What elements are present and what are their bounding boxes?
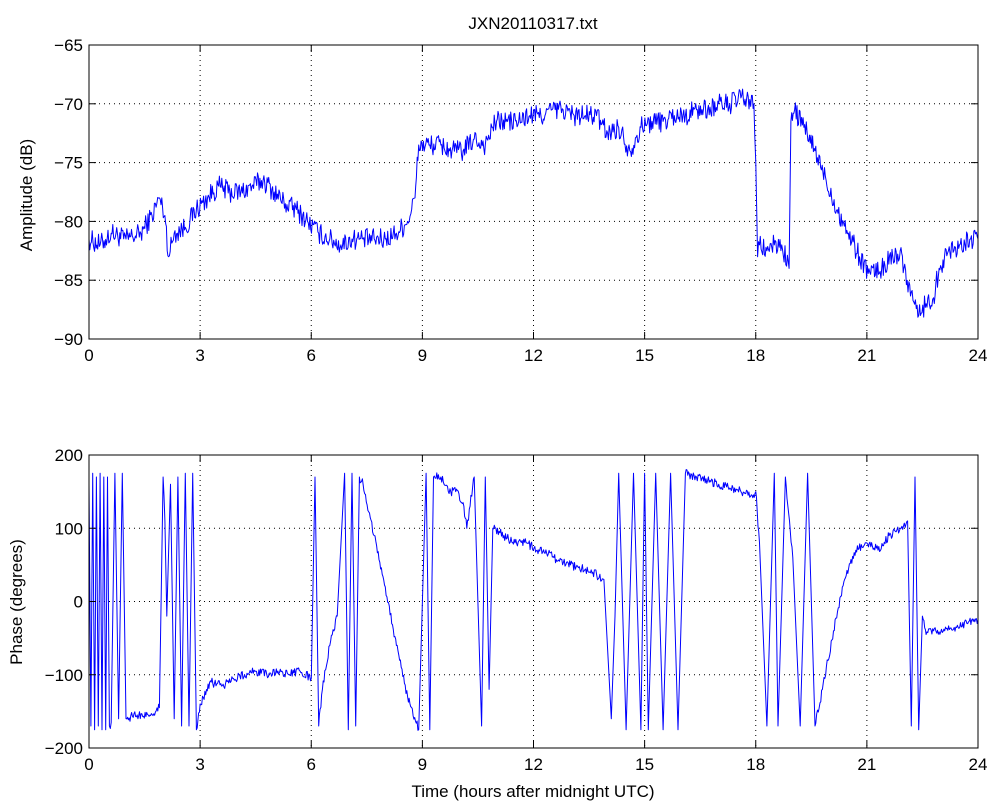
amplitude-series-line: [88, 88, 979, 318]
amplitude-y-tick-labels: −90 −85 −80 −75 −70 −65: [54, 36, 83, 349]
phase-x-tick-label: 9: [418, 755, 427, 774]
amplitude-y-tick-label: −65: [54, 36, 83, 55]
phase-x-tick-labels: 0 3 6 9 12 15 18 21 24: [84, 755, 987, 774]
amplitude-x-tick-label: 24: [969, 346, 988, 365]
phase-x-tick-label: 3: [195, 755, 204, 774]
phase-y-tick-label: −100: [45, 666, 83, 685]
amplitude-ticks: [88, 44, 979, 340]
phase-x-tick-label: 24: [969, 755, 988, 774]
phase-y-tick-label: −200: [45, 739, 83, 758]
amplitude-x-tick-label: 12: [524, 346, 543, 365]
phase-x-tick-label: 18: [746, 755, 765, 774]
phase-x-tick-label: 0: [84, 755, 93, 774]
amplitude-x-tick-label: 3: [195, 346, 204, 365]
amplitude-y-axis-label: Amplitude (dB): [17, 139, 36, 251]
phase-grid: [89, 455, 978, 748]
amplitude-y-tick-label: −75: [54, 154, 83, 173]
amplitude-y-tick-label: −70: [54, 95, 83, 114]
phase-y-tick-label: 200: [55, 446, 83, 465]
amplitude-x-tick-label: 21: [857, 346, 876, 365]
amplitude-trace-group: [88, 88, 979, 318]
amplitude-x-tick-label: 0: [84, 346, 93, 365]
phase-x-tick-label: 15: [635, 755, 654, 774]
phase-y-tick-label: 0: [74, 593, 83, 612]
amplitude-x-tick-labels: 0 3 6 9 12 15 18 21 24: [84, 346, 987, 365]
phase-trace-group: [88, 469, 979, 731]
amplitude-x-tick-label: 15: [635, 346, 654, 365]
chart-title: JXN20110317.txt: [468, 14, 597, 33]
amplitude-y-tick-label: −85: [54, 271, 83, 290]
phase-y-tick-label: 100: [55, 519, 83, 538]
phase-x-tick-label: 12: [524, 755, 543, 774]
phase-x-tick-label: 21: [857, 755, 876, 774]
phase-series-line: [88, 469, 979, 731]
amplitude-y-tick-label: −80: [54, 212, 83, 231]
amplitude-y-tick-label: −90: [54, 330, 83, 349]
amplitude-x-tick-label: 9: [418, 346, 427, 365]
amplitude-panel: JXN20110317.txt 0 3 6 9 12 15 18 21 24 −90 −85 −80…: [17, 14, 987, 365]
amplitude-grid: [89, 45, 978, 339]
phase-ticks: [88, 454, 979, 749]
phase-x-tick-label: 6: [307, 755, 316, 774]
phase-y-axis-label: Phase (degrees): [7, 539, 26, 665]
amplitude-x-tick-label: 18: [746, 346, 765, 365]
phase-panel: 0 3 6 9 12 15 18 21 24 −200 −100 0 100 200 Phase (de…: [7, 446, 987, 801]
amplitude-x-tick-label: 6: [307, 346, 316, 365]
phase-x-axis-label: Time (hours after midnight UTC): [411, 782, 654, 801]
phase-y-tick-labels: −200 −100 0 100 200: [45, 446, 83, 758]
